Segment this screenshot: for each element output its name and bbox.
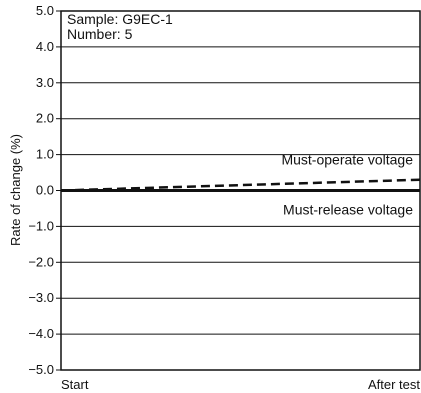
annotation-number: Number: 5	[67, 26, 133, 42]
y-tick-label: −3.0	[28, 290, 54, 305]
series-label-must-release: Must-release voltage	[283, 202, 413, 218]
y-axis-ticks: 5.0 4.0 3.0 2.0 1.0 0.0 −1.0 −2.0 −3.0 −4.0 −5.0	[28, 3, 61, 377]
series-labels: Must-operate voltage Must-release voltage	[281, 152, 413, 218]
annotation-sample: Sample: G9EC-1	[67, 11, 173, 27]
series-label-must-operate: Must-operate voltage	[281, 152, 413, 168]
series-line-must-operate	[60, 178, 421, 192]
y-tick-label: 0.0	[36, 183, 54, 198]
series-lines	[60, 178, 421, 192]
y-tick-label: 3.0	[36, 75, 54, 90]
y-tick-label: −2.0	[28, 254, 54, 269]
y-tick-label: 2.0	[36, 111, 54, 126]
y-tick-label: −4.0	[28, 326, 54, 341]
y-tick-label: 1.0	[36, 147, 54, 162]
x-tick-label: After test	[368, 377, 420, 392]
y-tick-label: −1.0	[28, 218, 54, 233]
y-tick-label: 5.0	[36, 3, 54, 18]
x-tick-label: Start	[61, 377, 89, 392]
y-tick-label: −5.0	[28, 362, 54, 377]
x-axis-ticks: Start After test	[61, 377, 420, 392]
y-tick-label: 4.0	[36, 39, 54, 54]
y-axis-title: Rate of change (%)	[8, 134, 23, 246]
